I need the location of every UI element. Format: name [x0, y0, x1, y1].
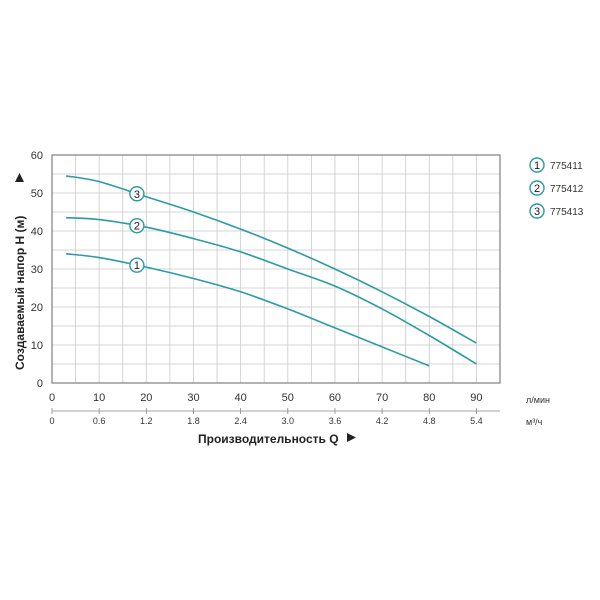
series-line-3 — [66, 175, 477, 344]
y-tick-label: 40 — [31, 226, 43, 238]
legend-marker-number: 3 — [534, 206, 540, 218]
series-marker-circle — [129, 186, 145, 202]
x2-tick-label: 0 — [49, 416, 54, 426]
x-tick-label: 30 — [187, 392, 199, 404]
x-axis-title-group: Производительность Q — [198, 432, 356, 446]
x-tick-label: 10 — [93, 392, 105, 404]
x2-tick-label: 3.0 — [282, 416, 295, 426]
x2-tick-label: 4.8 — [423, 416, 436, 426]
y-tick-label: 30 — [31, 264, 43, 276]
x-axis-arrow-icon — [347, 433, 356, 442]
y-tick-label: 0 — [37, 378, 43, 390]
y-tick-label: 10 — [31, 340, 43, 352]
legend-item-label: 775413 — [550, 207, 584, 218]
series-marker-number: 1 — [134, 260, 140, 272]
series-lines — [66, 175, 477, 367]
x2-tick-label: 3.6 — [329, 416, 342, 426]
x-axis-title: Производительность Q — [198, 432, 339, 446]
tick-labels: 0 10 20 30 40 50 60 0 10 20 30 40 50 60 70 80 90 0 0.6 1.2 1… — [31, 150, 483, 426]
x-tick-label: 80 — [423, 392, 435, 404]
x-tick-label: 20 — [140, 392, 152, 404]
x-unit-label: л/мин — [526, 395, 550, 405]
x-tick-label: 90 — [470, 392, 482, 404]
legend-marker-number: 1 — [534, 160, 540, 172]
x-tick-label: 50 — [282, 392, 294, 404]
y-axis-title: Создаваемый напор H (м) — [13, 216, 27, 370]
x2-unit-label: м³/ч — [526, 417, 543, 427]
y-tick-label: 50 — [31, 188, 43, 200]
plot-frame — [51, 154, 501, 384]
legend-marker-circle — [529, 180, 545, 196]
x2-tick-label: 4.2 — [376, 416, 389, 426]
series-line-1 — [66, 253, 430, 367]
y-axis-arrow-icon — [15, 173, 24, 182]
x-tick-label: 40 — [235, 392, 247, 404]
x2-tick-label: 5.4 — [470, 416, 483, 426]
legend-marker-number: 2 — [534, 183, 540, 195]
x2-tick-label: 1.2 — [140, 416, 153, 426]
y-axis-title-group: Создаваемый напор H (м) — [13, 173, 27, 370]
y-tick-label: 20 — [31, 302, 43, 314]
series-marker-number: 3 — [134, 189, 140, 201]
series-markers: 1 2 3 — [129, 186, 145, 273]
series-marker-circle — [129, 257, 145, 273]
grid — [52, 155, 500, 383]
series-marker-circle — [129, 217, 145, 234]
legend-item-label: 775412 — [550, 184, 584, 195]
y-tick-label: 60 — [31, 150, 43, 162]
legend-marker-circle — [529, 157, 545, 173]
x-tick-label: 0 — [49, 392, 55, 404]
series-marker-number: 2 — [134, 221, 140, 233]
x2-tick-label: 2.4 — [234, 416, 247, 426]
x2-tick-label: 1.8 — [187, 416, 200, 426]
x2-tick-label: 0.6 — [93, 416, 106, 426]
x-tick-label: 60 — [329, 392, 341, 404]
series-line-2 — [66, 216, 477, 365]
legend: 1 775411 2 775412 3 775413 — [529, 157, 584, 219]
axes — [51, 154, 501, 412]
legend-item-label: 775411 — [550, 161, 583, 172]
x-tick-label: 70 — [376, 392, 388, 404]
legend-marker-circle — [529, 203, 545, 219]
